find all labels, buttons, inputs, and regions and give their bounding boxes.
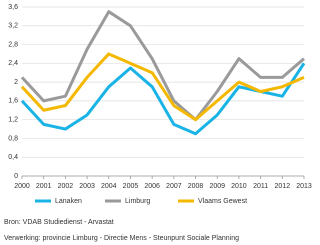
x-tick-label: 2004	[101, 183, 117, 190]
x-tick-label: 2001	[36, 183, 52, 190]
x-tick-label: 2008	[188, 183, 204, 190]
x-tick-label: 2006	[144, 183, 160, 190]
x-tick-label: 2005	[123, 183, 139, 190]
x-tick-label: 2013	[296, 183, 312, 190]
series-line	[20, 52, 305, 122]
y-tick-label: 0,8	[8, 135, 18, 142]
x-tick-label: 2000	[14, 183, 30, 190]
legend-label: Vlaams Gewest	[198, 198, 247, 205]
legend-label: Lanaken	[55, 198, 82, 205]
x-tick-label: 2012	[275, 183, 291, 190]
x-tick-label: 2011	[253, 183, 268, 190]
chart: Bron: VDAB Studiedienst - Arvastat Verwe…	[4, 4, 312, 242]
series-line	[20, 10, 305, 122]
y-tick-label: 0	[14, 173, 18, 180]
y-tick-label: 3,6	[8, 4, 18, 11]
y-tick-label: 0,4	[8, 154, 18, 161]
note: Verwerking: provincie Limburg - Directie…	[4, 235, 239, 242]
series-line	[20, 62, 306, 136]
y-tick-label: 2,4	[8, 60, 18, 67]
y-tick-label: 2	[14, 79, 18, 86]
x-tick-label: 2009	[209, 183, 225, 190]
x-tick-label: 2010	[231, 183, 247, 190]
x-tick-label: 2007	[166, 183, 182, 190]
y-tick-label: 3,2	[8, 23, 18, 30]
y-tick-label: 2,8	[8, 41, 18, 48]
x-tick-label: 2002	[58, 183, 74, 190]
y-tick-label: 1,2	[8, 117, 18, 124]
legend-label: Limburg	[125, 198, 150, 205]
x-tick-label: 2003	[79, 183, 95, 190]
y-tick-label: 1,6	[8, 98, 18, 105]
source: Bron: VDAB Studiedienst - Arvastat	[4, 219, 114, 226]
